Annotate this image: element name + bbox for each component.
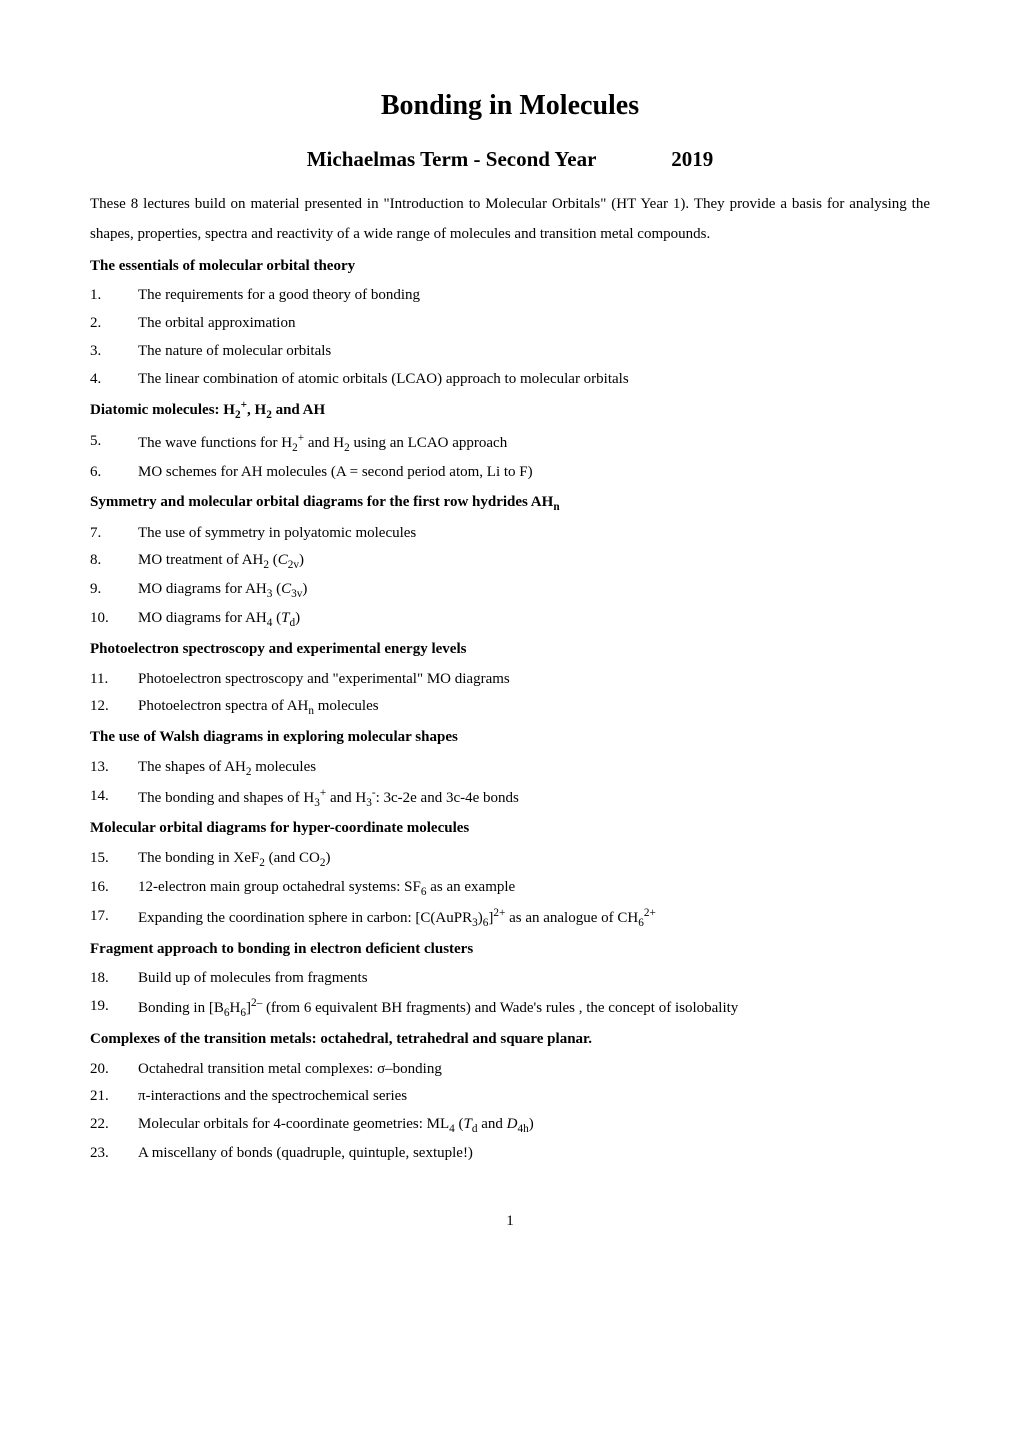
list-item: 8.MO treatment of AH2 (C2v) (90, 547, 930, 576)
list-item-text: Octahedral transition metal complexes: σ… (138, 1056, 930, 1084)
section-heading: Photoelectron spectroscopy and experimen… (90, 636, 930, 664)
list-item-number: 1. (90, 282, 138, 310)
list-item: 3.The nature of molecular orbitals (90, 338, 930, 366)
list-item: 17.Expanding the coordination sphere in … (90, 903, 930, 934)
section-heading: Complexes of the transition metals: octa… (90, 1026, 930, 1054)
list-item-number: 21. (90, 1083, 138, 1111)
list-item-text: 12-electron main group octahedral system… (138, 874, 930, 903)
list-item-number: 10. (90, 605, 138, 634)
list-item-number: 18. (90, 965, 138, 993)
list-item-text: Bonding in [B6H6]2– (from 6 equivalent B… (138, 993, 930, 1024)
page-number: 1 (90, 1208, 930, 1236)
list-item: 5.The wave functions for H2+ and H2 usin… (90, 428, 930, 459)
list-item: 23.A miscellany of bonds (quadruple, qui… (90, 1140, 930, 1168)
document-subtitle: Michaelmas Term - Second Year (307, 147, 596, 171)
list-item-number: 9. (90, 576, 138, 605)
list-item-number: 12. (90, 693, 138, 722)
list-item-text: The shapes of AH2 molecules (138, 754, 930, 783)
list-item-text: The wave functions for H2+ and H2 using … (138, 428, 930, 459)
list-item: 12.Photoelectron spectra of AHn molecule… (90, 693, 930, 722)
list-item-number: 6. (90, 459, 138, 487)
document-subtitle-row: Michaelmas Term - Second Year 2019 (90, 140, 930, 179)
list-item: 16.12-electron main group octahedral sys… (90, 874, 930, 903)
list-item: 19.Bonding in [B6H6]2– (from 6 equivalen… (90, 993, 930, 1024)
section-heading: Symmetry and molecular orbital diagrams … (90, 489, 930, 518)
section-heading: The essentials of molecular orbital theo… (90, 253, 930, 281)
list-item-number: 7. (90, 520, 138, 548)
list-item-number: 19. (90, 993, 138, 1024)
list-item-number: 20. (90, 1056, 138, 1084)
list-item: 13.The shapes of AH2 molecules (90, 754, 930, 783)
list-item-text: Molecular orbitals for 4-coordinate geom… (138, 1111, 930, 1140)
sections-container: The essentials of molecular orbital theo… (90, 253, 930, 1168)
list-item: 14.The bonding and shapes of H3+ and H3-… (90, 783, 930, 814)
list-item-text: The bonding and shapes of H3+ and H3-: 3… (138, 783, 930, 814)
list-item-number: 14. (90, 783, 138, 814)
list-item: 11.Photoelectron spectroscopy and "exper… (90, 666, 930, 694)
list-item-number: 16. (90, 874, 138, 903)
list-item-text: Expanding the coordination sphere in car… (138, 903, 930, 934)
list-item-text: The orbital approximation (138, 310, 930, 338)
section-heading: The use of Walsh diagrams in exploring m… (90, 724, 930, 752)
list-item: 2.The orbital approximation (90, 310, 930, 338)
list-item: 20.Octahedral transition metal complexes… (90, 1056, 930, 1084)
section-heading: Molecular orbital diagrams for hyper-coo… (90, 815, 930, 843)
section-heading: Fragment approach to bonding in electron… (90, 936, 930, 964)
list-item-text: The linear combination of atomic orbital… (138, 366, 930, 394)
list-item-text: π-interactions and the spectrochemical s… (138, 1083, 930, 1111)
intro-paragraph: These 8 lectures build on material prese… (90, 189, 930, 249)
list-item-number: 2. (90, 310, 138, 338)
list-item-number: 4. (90, 366, 138, 394)
list-item-number: 22. (90, 1111, 138, 1140)
list-item-number: 8. (90, 547, 138, 576)
list-item-number: 5. (90, 428, 138, 459)
list-item-number: 3. (90, 338, 138, 366)
list-item: 7.The use of symmetry in polyatomic mole… (90, 520, 930, 548)
list-item-number: 17. (90, 903, 138, 934)
list-item-text: The bonding in XeF2 (and CO2) (138, 845, 930, 874)
list-item: 6.MO schemes for AH molecules (A = secon… (90, 459, 930, 487)
list-item-text: Photoelectron spectra of AHn molecules (138, 693, 930, 722)
list-item-number: 23. (90, 1140, 138, 1168)
section-heading: Diatomic molecules: H2+, H2 and AH (90, 395, 930, 426)
list-item-text: The nature of molecular orbitals (138, 338, 930, 366)
list-item-number: 13. (90, 754, 138, 783)
list-item-text: Build up of molecules from fragments (138, 965, 930, 993)
list-item-text: MO schemes for AH molecules (A = second … (138, 459, 930, 487)
list-item-text: A miscellany of bonds (quadruple, quintu… (138, 1140, 930, 1168)
list-item-number: 15. (90, 845, 138, 874)
list-item-number: 11. (90, 666, 138, 694)
list-item-text: The requirements for a good theory of bo… (138, 282, 930, 310)
list-item-text: Photoelectron spectroscopy and "experime… (138, 666, 930, 694)
list-item-text: MO diagrams for AH4 (Td) (138, 605, 930, 634)
list-item: 4.The linear combination of atomic orbit… (90, 366, 930, 394)
list-item-text: The use of symmetry in polyatomic molecu… (138, 520, 930, 548)
list-item-text: MO treatment of AH2 (C2v) (138, 547, 930, 576)
list-item: 9.MO diagrams for AH3 (C3v) (90, 576, 930, 605)
list-item: 22.Molecular orbitals for 4-coordinate g… (90, 1111, 930, 1140)
list-item: 18.Build up of molecules from fragments (90, 965, 930, 993)
list-item: 1.The requirements for a good theory of … (90, 282, 930, 310)
list-item: 21.π-interactions and the spectrochemica… (90, 1083, 930, 1111)
list-item: 10.MO diagrams for AH4 (Td) (90, 605, 930, 634)
list-item: 15.The bonding in XeF2 (and CO2) (90, 845, 930, 874)
document-year: 2019 (671, 140, 713, 179)
list-item-text: MO diagrams for AH3 (C3v) (138, 576, 930, 605)
document-title: Bonding in Molecules (90, 80, 930, 132)
